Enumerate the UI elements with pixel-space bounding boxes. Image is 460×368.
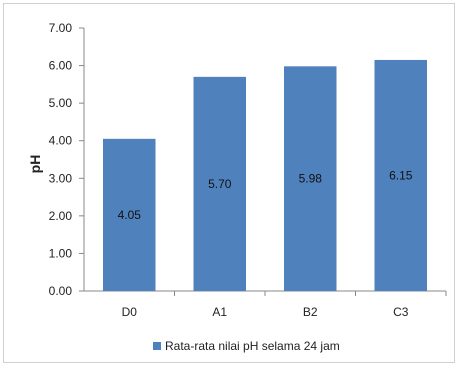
data-label-c3: 6.15 xyxy=(389,168,413,182)
y-axis-ticks: 0.00 1.00 2.00 3.00 4.00 5.00 6.00 7.00 xyxy=(49,21,84,298)
y-tick-label: 3.00 xyxy=(49,171,73,185)
legend: Rata-rata nilai pH selama 24 jam xyxy=(153,339,340,353)
data-label-a1: 5.70 xyxy=(208,177,232,191)
x-axis-ticks: D0 A1 B2 C3 xyxy=(122,291,447,319)
x-tick-label: C3 xyxy=(393,305,409,319)
bar-b2 xyxy=(284,66,337,291)
legend-swatch xyxy=(153,342,161,350)
y-axis-label: pH xyxy=(27,155,43,174)
data-label-d0: 4.05 xyxy=(118,208,142,222)
y-tick-label: 7.00 xyxy=(49,21,73,35)
y-tick-label: 1.00 xyxy=(49,246,73,260)
x-tick-label: B2 xyxy=(303,305,318,319)
y-tick-label: 4.00 xyxy=(49,134,73,148)
bars: 4.05 5.70 5.98 6.15 xyxy=(103,59,427,291)
x-tick-label: D0 xyxy=(122,305,138,319)
x-tick-label: A1 xyxy=(212,305,227,319)
bar-d0 xyxy=(103,138,156,291)
bar-c3 xyxy=(374,59,427,291)
y-tick-label: 5.00 xyxy=(49,96,73,110)
bar-a1 xyxy=(193,76,246,291)
data-label-b2: 5.98 xyxy=(299,172,323,186)
y-tick-label: 0.00 xyxy=(49,284,73,298)
legend-label: Rata-rata nilai pH selama 24 jam xyxy=(165,339,340,353)
y-tick-label: 6.00 xyxy=(49,59,73,73)
y-tick-label: 2.00 xyxy=(49,209,73,223)
